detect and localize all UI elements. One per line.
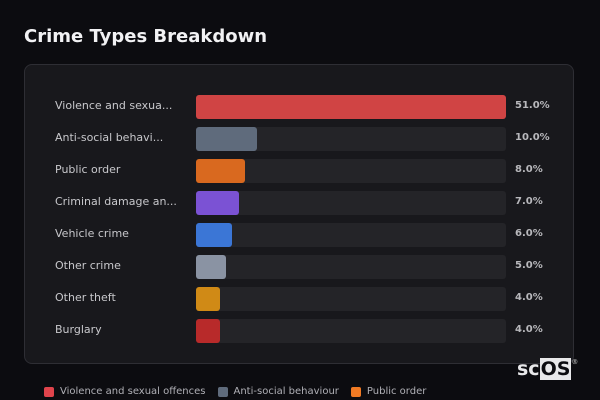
chart-title: Crime Types Breakdown: [24, 26, 268, 47]
bar-value: 8.0%: [515, 164, 543, 175]
logo: scOS®: [517, 358, 578, 380]
bar-label: Public order: [55, 163, 121, 176]
legend-swatch: [44, 386, 54, 397]
logo-os: OS: [539, 358, 572, 380]
legend-swatch: [217, 386, 228, 397]
bar-value: 7.0%: [515, 196, 543, 207]
bar-row: Public order 8.0%: [25, 159, 573, 183]
logo-text: sc: [517, 358, 540, 380]
legend-label: Anti-social behaviour: [233, 386, 339, 397]
bar-label: Other theft: [55, 291, 116, 304]
bar-fill[interactable]: [196, 191, 239, 215]
bar-fill[interactable]: [196, 127, 257, 151]
bar-row: Anti-social behavi... 10.0%: [25, 127, 573, 151]
bar-value: 4.0%: [515, 292, 543, 303]
legend-swatch: [350, 386, 361, 397]
bar-track: [196, 127, 506, 151]
bar-row: Vehicle crime 6.0%: [25, 223, 573, 247]
bar-row: Other crime 5.0%: [25, 255, 573, 279]
bar-value: 6.0%: [515, 228, 543, 239]
legend: Violence and sexual offences Anti-social …: [44, 386, 426, 397]
bar-track: [196, 223, 506, 247]
bar-track: [196, 159, 506, 183]
legend-label: Public order: [366, 386, 427, 397]
chart-card: Violence and sexua... 51.0% Anti-social be…: [24, 64, 574, 364]
bar-row: Criminal damage an... 7.0%: [25, 191, 573, 215]
bar-fill[interactable]: [196, 255, 227, 279]
legend-item[interactable]: Violence and sexual offences: [44, 386, 206, 397]
legend-item[interactable]: Public order: [350, 386, 427, 397]
bar-track: [196, 287, 506, 311]
legend-label: Violence and sexual offences: [60, 386, 206, 397]
bar-track: [196, 191, 506, 215]
bar-label: Burglary: [55, 323, 102, 336]
registered-mark: ®: [571, 358, 579, 366]
bar-value: 10.0%: [515, 132, 550, 143]
bar-label: Vehicle crime: [55, 227, 129, 240]
bar-label: Criminal damage an...: [55, 195, 177, 208]
bar-fill[interactable]: [196, 95, 506, 119]
bar-track: [196, 95, 506, 119]
bar-track: [196, 319, 506, 343]
bar-label: Anti-social behavi...: [55, 131, 164, 144]
legend-item[interactable]: Anti-social behaviour: [217, 386, 339, 397]
bar-value: 5.0%: [515, 260, 543, 271]
bar-value: 4.0%: [515, 324, 543, 335]
bar-fill[interactable]: [196, 287, 221, 311]
bar-fill[interactable]: [196, 223, 233, 247]
bar-row: Violence and sexua... 51.0%: [25, 95, 573, 119]
bar-label: Violence and sexua...: [55, 99, 173, 112]
bar-fill[interactable]: [196, 159, 245, 183]
bar-value: 51.0%: [515, 100, 550, 111]
bar-label: Other crime: [55, 259, 121, 272]
bar-track: [196, 255, 506, 279]
bar-row: Burglary 4.0%: [25, 319, 573, 343]
bar-fill[interactable]: [196, 319, 221, 343]
bar-row: Other theft 4.0%: [25, 287, 573, 311]
